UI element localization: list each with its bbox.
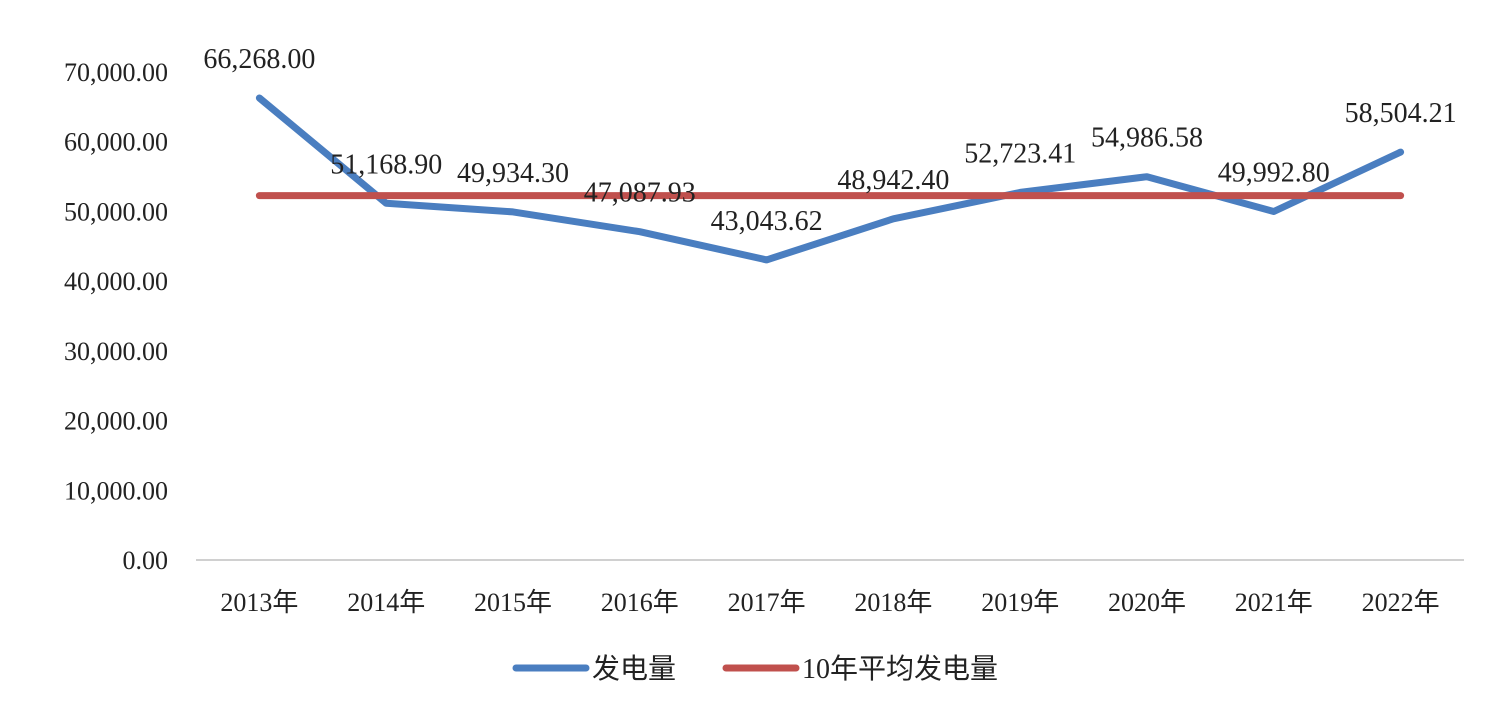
- data-label: 52,723.41: [964, 138, 1076, 169]
- y-tick-label: 20,000.00: [64, 407, 168, 436]
- data-label: 66,268.00: [203, 44, 315, 75]
- y-tick-label: 70,000.00: [64, 58, 168, 87]
- y-tick-label: 0.00: [123, 546, 169, 575]
- x-tick-label: 2020年: [1108, 588, 1186, 617]
- data-label: 51,168.90: [330, 149, 442, 180]
- x-axis-tick-labels: 2013年 2014年 2015年 2016年 2017年 2018年 2019年 2020年…: [220, 588, 1439, 617]
- legend: 发电量 10年平均发电量: [512, 653, 998, 685]
- data-labels: 66,268.00 51,168.90 49,934.30 47,087.93 43,0…: [203, 44, 1456, 237]
- y-tick-label: 30,000.00: [64, 337, 168, 366]
- y-tick-label: 10,000.00: [64, 476, 168, 505]
- x-tick-label: 2018年: [854, 588, 932, 617]
- data-label: 48,942.40: [837, 165, 949, 196]
- data-label: 54,986.58: [1091, 123, 1203, 154]
- x-tick-label: 2022年: [1362, 588, 1440, 617]
- y-tick-label: 40,000.00: [64, 267, 168, 296]
- legend-item-ten-year-average: 10年平均发电量: [802, 653, 998, 685]
- x-tick-label: 2019年: [981, 588, 1059, 617]
- data-label: 49,992.80: [1218, 157, 1330, 188]
- data-label: 49,934.30: [457, 158, 569, 189]
- x-tick-label: 2017年: [728, 588, 806, 617]
- x-tick-label: 2014年: [347, 588, 425, 617]
- data-label: 43,043.62: [711, 206, 823, 237]
- x-tick-label: 2021年: [1235, 588, 1313, 617]
- x-tick-label: 2016年: [601, 588, 679, 617]
- y-tick-label: 50,000.00: [64, 197, 168, 226]
- data-label: 47,087.93: [584, 178, 696, 209]
- x-tick-label: 2015年: [474, 588, 552, 617]
- x-tick-label: 2013年: [220, 588, 298, 617]
- y-axis-tick-labels: 0.00 10,000.00 20,000.00 30,000.00 40,000.00…: [64, 58, 168, 575]
- data-label: 58,504.21: [1345, 98, 1457, 129]
- series-lines: [255, 94, 1405, 264]
- legend-item-generation: 发电量: [592, 653, 676, 685]
- y-tick-label: 60,000.00: [64, 128, 168, 157]
